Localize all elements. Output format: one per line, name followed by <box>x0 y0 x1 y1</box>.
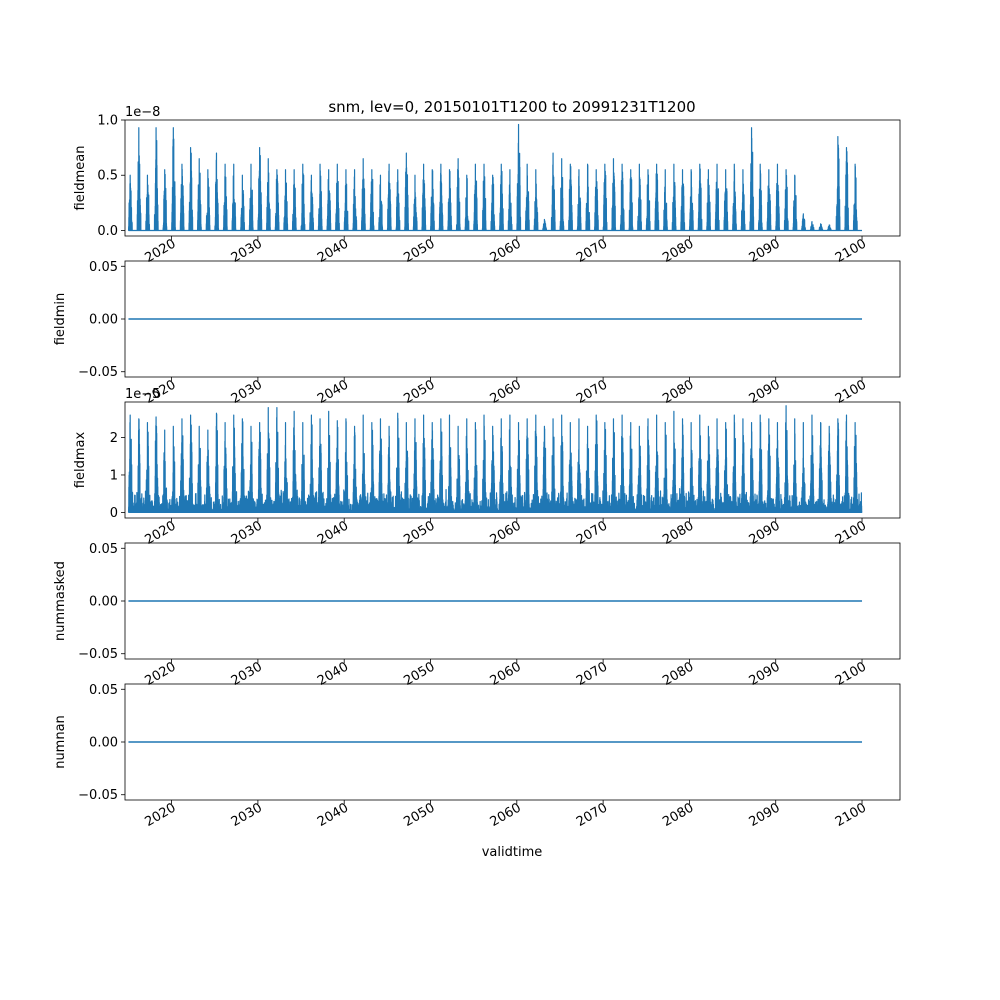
plot-frame-fieldmax <box>124 401 901 519</box>
y-tick-label-fieldmin: −0.05 <box>78 365 118 380</box>
y-tick-label-fieldmax: 0 <box>110 506 118 521</box>
y-axis-label-fieldmean: fieldmean <box>73 146 88 211</box>
figure-title: snm, lev=0, 20150101T1200 to 20991231T12… <box>328 98 695 116</box>
y-tick-label-fieldmean: 0.5 <box>97 169 118 184</box>
y-tick-label-fieldmean: 1.0 <box>97 114 118 129</box>
x-axis-label: validtime <box>482 845 543 860</box>
y-tick-label-fieldmin: 0.00 <box>89 313 118 328</box>
y-tick-label-numnan: 0.00 <box>89 736 118 751</box>
y-axis-label-numnan: numnan <box>53 715 68 769</box>
series-line-fieldmax <box>127 405 863 513</box>
y-tick-label-fieldmax: 2 <box>110 431 118 446</box>
offset-text-fieldmax: 1e−5 <box>125 387 160 402</box>
plot-frame-fieldmean <box>124 119 901 237</box>
y-tick-label-fieldmin: 0.05 <box>89 260 118 275</box>
y-tick-label-nummasked: 0.00 <box>89 595 118 610</box>
y-axis-label-fieldmax: fieldmax <box>73 432 88 489</box>
y-axis-label-nummasked: nummasked <box>53 561 68 641</box>
offset-text-fieldmean: 1e−8 <box>125 105 160 120</box>
y-tick-label-numnan: −0.05 <box>78 788 118 803</box>
y-tick-label-nummasked: −0.05 <box>78 647 118 662</box>
y-tick-label-nummasked: 0.05 <box>89 542 118 557</box>
y-axis-label-fieldmin: fieldmin <box>53 293 68 346</box>
y-tick-label-fieldmean: 0.0 <box>97 224 118 239</box>
y-tick-label-numnan: 0.05 <box>89 683 118 698</box>
series-line-fieldmean <box>127 123 863 232</box>
y-tick-label-fieldmax: 1 <box>110 468 118 483</box>
